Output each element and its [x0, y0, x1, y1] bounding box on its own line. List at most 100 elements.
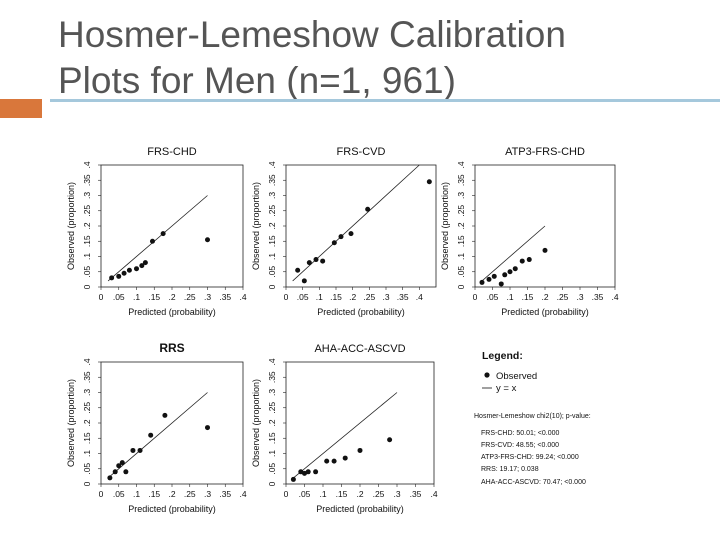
x-tick-label: .15	[148, 489, 160, 499]
y-tick-label: .15	[456, 235, 466, 247]
observed-point	[479, 279, 485, 285]
stats-title: Hosmer-Lemeshow chi2(10); p-value:	[474, 413, 591, 420]
x-tick-label: .3	[576, 292, 583, 302]
y-tick-label: .35	[456, 174, 466, 186]
slide-title-line-1: Hosmer-Lemeshow Calibration	[58, 14, 566, 55]
observed-point	[149, 238, 155, 244]
y-tick-label: .35	[267, 174, 277, 186]
y-axis-label: Observed (proportion)	[66, 182, 76, 270]
stat-aha-acc-ascvd: AHA-ACC-ASCVD: 70.47; <0.000	[481, 479, 586, 486]
y-tick-label: .3	[456, 192, 466, 199]
observed-point	[109, 275, 115, 281]
observed-point	[139, 263, 145, 269]
plot-frs-cvd: FRS-CVD Predicted (probability) Observed (…	[251, 146, 437, 317]
legend-observed-label: Observed	[496, 371, 537, 382]
observed-point	[162, 412, 168, 418]
title-rule-line	[50, 99, 720, 102]
observed-point	[123, 469, 129, 475]
x-tick-label: .05	[299, 489, 311, 499]
x-axis-label: Predicted (probability)	[128, 307, 216, 317]
observed-point	[426, 179, 432, 185]
y-tick-label: .35	[82, 371, 92, 383]
observed-point	[542, 247, 548, 253]
y-tick-label: .4	[82, 358, 92, 365]
observed-point	[134, 266, 139, 272]
x-tick-label: .35	[219, 292, 231, 302]
y-tick-label: .35	[82, 174, 92, 186]
y-tick-label: .4	[82, 161, 92, 168]
x-tick-label: .4	[239, 292, 246, 302]
slide-title: Hosmer-Lemeshow Calibration Plots for Me…	[58, 12, 698, 104]
y-tick-label: .1	[82, 450, 92, 457]
x-tick-label: .25	[184, 292, 196, 302]
plot-panels: FRS-CHD Predicted (probability) Observed (…	[66, 146, 619, 514]
y-tick-label: .25	[82, 205, 92, 217]
y-axis-label: Observed (proportion)	[251, 379, 261, 467]
y-tick-label: .15	[82, 235, 92, 247]
x-tick-label: .3	[382, 292, 389, 302]
y-tick-label: .05	[82, 266, 92, 278]
y-tick-label: .15	[267, 235, 277, 247]
plot-aha-acc-ascvd: AHA-ACC-ASCVD Predicted (probability) Obse…	[251, 343, 438, 514]
plot-frs-chd: FRS-CHD Predicted (probability) Observed (…	[66, 146, 247, 317]
observed-point	[502, 272, 508, 278]
y-axis-label: Observed (proportion)	[251, 182, 261, 270]
y-tick-label: 0	[267, 481, 277, 486]
x-tick-label: .35	[410, 489, 422, 499]
x-tick-label: .15	[522, 292, 534, 302]
observed-point	[324, 458, 330, 464]
x-tick-label: .4	[611, 292, 618, 302]
reference-line-y-equals-x	[481, 225, 546, 282]
x-tick-label: .3	[204, 292, 211, 302]
y-tick-label: .2	[456, 222, 466, 229]
observed-point	[295, 267, 301, 273]
observed-point	[320, 258, 326, 264]
y-tick-label: .3	[82, 192, 92, 199]
observed-point	[498, 281, 504, 287]
y-tick-label: .05	[82, 463, 92, 475]
reference-line-y-equals-x	[107, 392, 208, 479]
observed-point	[512, 266, 518, 272]
y-tick-label: .2	[82, 419, 92, 426]
plot-title: RRS	[159, 341, 184, 355]
observed-point	[491, 273, 497, 279]
y-tick-label: .05	[267, 266, 277, 278]
y-tick-label: .1	[456, 253, 466, 260]
x-tick-label: .25	[363, 292, 375, 302]
title-accent-block	[0, 99, 42, 118]
observed-point	[290, 476, 296, 482]
reference-line-y-equals-x	[293, 392, 398, 479]
observed-point	[121, 270, 127, 276]
y-tick-label: 0	[456, 284, 466, 289]
observed-point	[365, 206, 371, 212]
y-tick-label: .4	[456, 161, 466, 168]
observed-point	[137, 447, 143, 453]
observed-point	[116, 463, 122, 469]
slide-title-line-2: Plots for Men (n=1, 961)	[58, 60, 456, 101]
x-tick-label: 0	[99, 292, 104, 302]
legend-line-label: y = x	[496, 383, 517, 394]
x-tick-label: .35	[219, 489, 231, 499]
observed-point	[148, 432, 154, 438]
y-tick-label: .3	[267, 192, 277, 199]
x-tick-label: .05	[113, 292, 125, 302]
y-tick-label: .25	[267, 205, 277, 217]
x-tick-label: 0	[99, 489, 104, 499]
y-axis-label: Observed (proportion)	[66, 379, 76, 467]
observed-point	[107, 475, 113, 481]
x-tick-label: .3	[204, 489, 211, 499]
observed-point	[126, 267, 132, 273]
x-tick-label: .4	[416, 292, 423, 302]
stat-atp3-frs-chd: ATP3-FRS-CHD: 99.24; <0.000	[481, 454, 579, 461]
y-tick-label: .4	[267, 161, 277, 168]
x-tick-label: .3	[393, 489, 400, 499]
y-tick-label: .3	[82, 389, 92, 396]
observed-point	[205, 237, 210, 243]
y-tick-label: .2	[267, 222, 277, 229]
y-axis-label: Observed (proportion)	[440, 182, 450, 270]
observed-point	[116, 273, 122, 279]
x-tick-label: .4	[239, 489, 246, 499]
x-tick-label: .1	[319, 489, 326, 499]
x-tick-label: .15	[336, 489, 348, 499]
y-tick-label: 0	[82, 481, 92, 486]
